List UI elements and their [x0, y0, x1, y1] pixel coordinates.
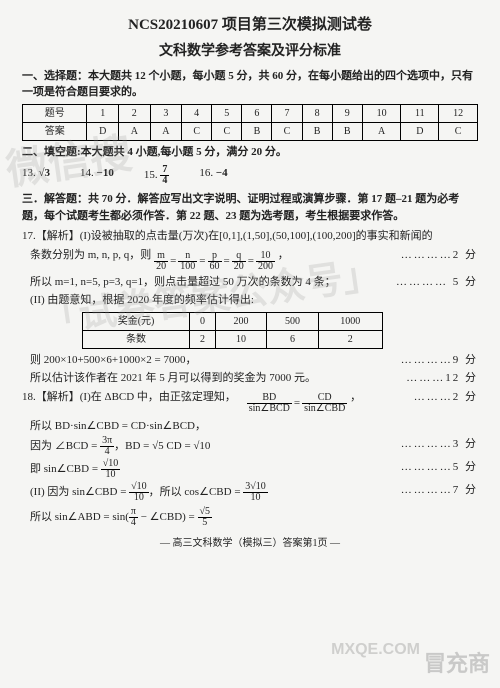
q18-line2: 因为 ∠BCD = 3π4，BD = √5 CD = √10	[22, 436, 210, 457]
title-line2: 文科数学参考答案及评分标准	[22, 41, 478, 62]
q18-line1: 所以 BD·sin∠CBD = CD·sin∠BCD，	[22, 418, 478, 435]
footer: — 高三文科数学（模拟三）答案第1页 —	[22, 536, 478, 551]
score: …………9 分	[401, 352, 478, 369]
answer-table: 题号123456789101112 答案DAACCBCBBADC	[22, 104, 478, 141]
table-row: 奖金(元)02005001000	[83, 312, 383, 330]
table-row: 答案DAACCBCBBADC	[23, 122, 478, 140]
q18-head: 18.【解析】(I)在 ΔBCD 中，由正弦定理知， BDsin∠BCD=CDs…	[22, 389, 361, 414]
q18-line5: 所以 sin∠ABD = sin(π4 − ∠CBD) = √55	[22, 507, 478, 528]
section1-title: 一、选择题：本大题共 12 个小题，每小题 5 分，共 60 分，在每小题给出的…	[22, 68, 478, 101]
score: ………… 5 分	[396, 274, 478, 291]
watermark-url: MXQE.COM	[331, 638, 420, 662]
q17-line3: (II) 由题意知，根据 2020 年度的频率估计得出:	[22, 292, 478, 309]
fill-answers: 13. √3 14. −10 15. 74 16. −4	[22, 165, 478, 186]
score: …………5 分	[401, 459, 478, 480]
q17-line5: 所以估计该作者在 2021 年 5 月可以得到的奖金为 7000 元。	[22, 370, 316, 387]
score: ………2 分	[414, 389, 478, 414]
q18-line4: (II) 因为 sin∠CBD = √1010，所以 cos∠CBD = 3√1…	[22, 482, 268, 503]
section2-title: 二、填空题:本大题共 4 小题,每小题 5 分，满分 20 分。	[22, 144, 478, 161]
score: …………7 分	[401, 482, 478, 503]
q17-head: 17.【解析】(I)设被抽取的点击量(万次)在[0,1],(1,50],(50,…	[22, 228, 478, 245]
title-line1: NCS20210607 项目第三次模拟测试卷	[22, 14, 478, 37]
q17-line4: 则 200×10+500×6+1000×2 = 7000，	[22, 352, 196, 369]
table-row: 条数21062	[83, 330, 383, 348]
q18-line3: 即 sin∠CBD = √1010	[22, 459, 120, 480]
score: …………3 分	[401, 436, 478, 457]
section3-title: 三．解答题：共 70 分．解答应写出文字说明、证明过程或演算步骤．第 17 题–…	[22, 191, 478, 224]
table-row: 题号123456789101112	[23, 104, 478, 122]
score: …………2 分	[401, 247, 478, 272]
bonus-table: 奖金(元)02005001000 条数21062	[82, 312, 383, 349]
q17-line2: 所以 m=1, n=5, p=3, q=1，则点击量超过 50 万次的条数为 4…	[22, 274, 336, 291]
watermark-logo: 冒充商	[424, 647, 490, 680]
score: ………12 分	[406, 370, 478, 387]
q17-line1: 条数分别为 m, n, p, q，则 m20=n100=p60=q20=1020…	[22, 247, 289, 272]
